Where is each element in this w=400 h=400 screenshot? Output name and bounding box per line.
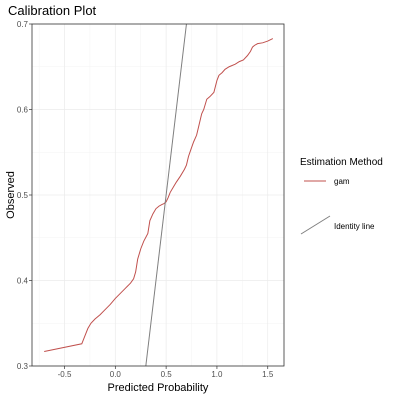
y-axis-title: Observed xyxy=(5,171,17,219)
series-layer xyxy=(44,24,274,366)
legend-label-gam: gam xyxy=(334,177,350,186)
y-tick-label: 0.5 xyxy=(17,191,29,200)
legend: Estimation Method gam Identity line xyxy=(300,157,383,235)
legend-key-identity xyxy=(300,215,331,235)
y-tick-label: 0.4 xyxy=(17,277,29,286)
series-line-identity-line xyxy=(145,24,187,366)
x-tick-label: 0.0 xyxy=(110,370,122,379)
legend-title: Estimation Method xyxy=(300,157,383,168)
x-tick-label: 1.5 xyxy=(262,370,274,379)
legend-label-identity: Identity line xyxy=(334,222,375,231)
x-axis-title: Predicted Probability xyxy=(108,382,209,394)
y-tick-label: 0.7 xyxy=(17,20,29,29)
y-tick-label: 0.3 xyxy=(17,362,29,371)
series-line-gam xyxy=(44,38,274,352)
x-tick-label: 1.0 xyxy=(211,370,223,379)
y-tick-label: 0.6 xyxy=(17,106,29,115)
x-tick-label: -0.5 xyxy=(58,370,72,379)
x-tick-label: 0.5 xyxy=(161,370,173,379)
axis-ticks: -0.5 0.0 0.5 1.0 1.5 0.3 0.4 0.5 0.6 0.7 xyxy=(17,20,274,379)
chart-title: Calibration Plot xyxy=(8,3,97,18)
